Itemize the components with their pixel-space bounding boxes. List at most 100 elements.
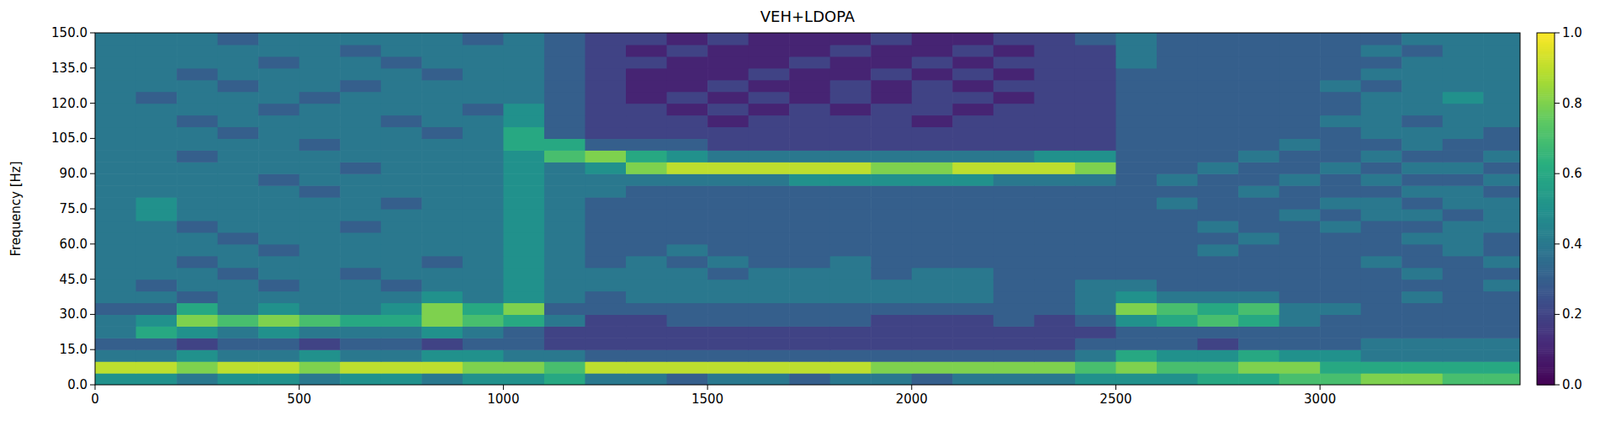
heatmap-cell bbox=[748, 337, 790, 350]
heatmap-cell bbox=[176, 220, 218, 234]
heatmap-cell bbox=[544, 220, 586, 234]
heatmap-cell bbox=[462, 313, 504, 327]
heatmap-cell bbox=[1156, 325, 1198, 339]
heatmap-cell bbox=[1401, 56, 1443, 69]
heatmap-cell bbox=[1279, 243, 1321, 257]
heatmap-cell bbox=[707, 232, 749, 245]
heatmap-cell bbox=[1401, 349, 1443, 362]
heatmap-cell bbox=[462, 79, 504, 93]
heatmap-cell bbox=[584, 220, 626, 234]
heatmap-cell bbox=[748, 91, 790, 105]
heatmap-cell bbox=[707, 126, 749, 139]
heatmap-cell bbox=[421, 103, 463, 117]
heatmap-cell bbox=[1483, 301, 1521, 315]
heatmap-cell bbox=[1319, 115, 1362, 128]
heatmap-cell bbox=[993, 32, 1035, 46]
heatmap-cell bbox=[1238, 360, 1280, 374]
heatmap-cell bbox=[993, 267, 1035, 281]
heatmap-cell bbox=[299, 301, 341, 315]
heatmap-cell bbox=[339, 337, 382, 350]
heatmap-cell bbox=[1319, 103, 1362, 117]
heatmap-cell bbox=[1156, 291, 1198, 304]
heatmap-cell bbox=[1238, 137, 1280, 151]
heatmap-cell bbox=[625, 44, 668, 58]
heatmap-cell bbox=[1156, 91, 1198, 105]
heatmap-cell bbox=[462, 349, 504, 362]
heatmap-cell bbox=[462, 137, 504, 151]
heatmap-cell bbox=[258, 56, 300, 69]
heatmap-cell bbox=[952, 301, 994, 315]
heatmap-cell bbox=[993, 44, 1035, 58]
heatmap-cell bbox=[381, 115, 423, 128]
y-tick bbox=[90, 102, 96, 104]
heatmap-cell bbox=[584, 185, 626, 198]
heatmap-cell bbox=[544, 232, 586, 245]
heatmap-cell bbox=[1361, 173, 1403, 186]
heatmap-cell bbox=[95, 291, 137, 304]
heatmap-cell bbox=[952, 267, 994, 281]
heatmap-cell bbox=[667, 115, 709, 128]
heatmap-cell bbox=[136, 267, 178, 281]
heatmap-cell bbox=[1319, 149, 1362, 163]
heatmap-cell bbox=[1197, 208, 1240, 222]
heatmap-cell bbox=[625, 91, 668, 105]
heatmap-cell bbox=[1075, 137, 1117, 151]
heatmap-cell bbox=[258, 325, 300, 339]
heatmap-cell bbox=[1115, 349, 1157, 362]
heatmap-cell bbox=[1238, 325, 1280, 339]
heatmap-cell bbox=[1401, 279, 1443, 292]
heatmap-cell bbox=[299, 313, 341, 327]
heatmap-cell bbox=[217, 56, 260, 69]
heatmap-cell bbox=[707, 255, 749, 269]
heatmap-cell bbox=[258, 32, 300, 46]
heatmap-cell bbox=[870, 313, 912, 327]
heatmap-cell bbox=[1156, 161, 1198, 175]
heatmap-cell bbox=[993, 325, 1035, 339]
heatmap-cell bbox=[1238, 208, 1280, 222]
heatmap-cell bbox=[993, 161, 1035, 175]
heatmap-cell bbox=[830, 337, 872, 350]
heatmap-cell bbox=[1075, 255, 1117, 269]
heatmap-cell bbox=[544, 56, 586, 69]
heatmap-cell bbox=[1156, 32, 1198, 46]
x-tick-label: 1500 bbox=[691, 391, 724, 407]
heatmap-cell bbox=[1238, 161, 1280, 175]
heatmap-cell bbox=[952, 196, 994, 210]
heatmap-cell bbox=[993, 103, 1035, 117]
heatmap-cell bbox=[381, 208, 423, 222]
heatmap-cell bbox=[1361, 68, 1403, 81]
heatmap-cell bbox=[503, 291, 545, 304]
heatmap-cell bbox=[625, 243, 668, 257]
heatmap-cell bbox=[339, 32, 382, 46]
heatmap-cell bbox=[789, 325, 831, 339]
heatmap-cell bbox=[176, 185, 218, 198]
heatmap-cell bbox=[1442, 243, 1484, 257]
heatmap-cell bbox=[1197, 196, 1240, 210]
heatmap-cell bbox=[217, 196, 260, 210]
heatmap-cell bbox=[176, 196, 218, 210]
heatmap-cell bbox=[707, 79, 749, 93]
heatmap-cell bbox=[870, 126, 912, 139]
heatmap-cell bbox=[1319, 91, 1362, 105]
heatmap-cell bbox=[1361, 360, 1403, 374]
heatmap-cell bbox=[1401, 115, 1443, 128]
heatmap-cell bbox=[1033, 91, 1076, 105]
heatmap-cell bbox=[136, 44, 178, 58]
heatmap-cell bbox=[870, 360, 912, 374]
heatmap-cell bbox=[381, 126, 423, 139]
heatmap-cell bbox=[176, 44, 218, 58]
heatmap-cell bbox=[1238, 243, 1280, 257]
heatmap-cell bbox=[299, 126, 341, 139]
heatmap-cell bbox=[136, 56, 178, 69]
heatmap-cell bbox=[1361, 91, 1403, 105]
heatmap-cell bbox=[830, 196, 872, 210]
heatmap-cell bbox=[911, 196, 954, 210]
heatmap-cell bbox=[1115, 32, 1157, 46]
heatmap-cell bbox=[1361, 267, 1403, 281]
heatmap-cell bbox=[667, 325, 709, 339]
heatmap-cell bbox=[1075, 291, 1117, 304]
heatmap-cell bbox=[707, 267, 749, 281]
heatmap-cell bbox=[136, 349, 178, 362]
heatmap-cell bbox=[911, 161, 954, 175]
heatmap-cell bbox=[503, 220, 545, 234]
